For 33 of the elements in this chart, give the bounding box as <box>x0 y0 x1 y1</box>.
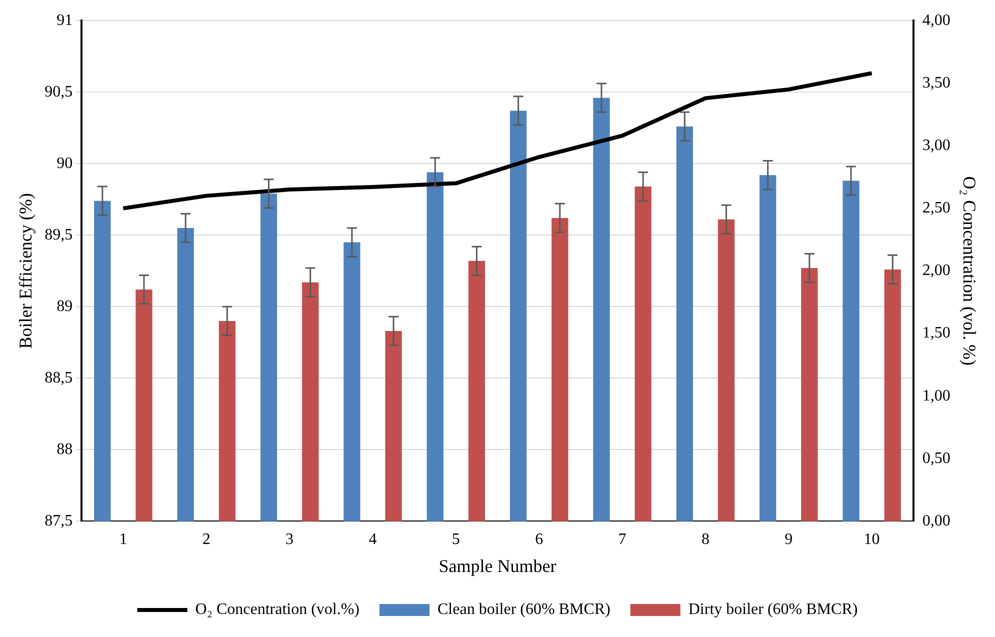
x-tick-label: 8 <box>701 531 710 548</box>
legend-label: Dirty boiler (60% BMCR) <box>688 601 858 618</box>
y2-tick-label: 3,00 <box>922 136 950 154</box>
x-tick-label: 9 <box>784 531 793 548</box>
y2-tick-label: 2,50 <box>922 200 950 217</box>
x-tick-label: 4 <box>368 531 377 548</box>
y-axis-title: Boiler Efficiency (%) <box>16 193 36 349</box>
x-tick-label: 3 <box>286 531 294 548</box>
y-tick-label: 90,5 <box>44 83 73 100</box>
y-tick-label: 87,5 <box>44 512 73 530</box>
x-tick-label: 10 <box>864 531 880 548</box>
x-axis-title: Sample Number <box>438 556 556 576</box>
x-tick-label: 6 <box>535 531 544 548</box>
y2-axis-title: O₂ Concentration (vol. %) <box>959 176 980 366</box>
y2-tick-label: 0,00 <box>922 512 950 530</box>
y-tick-label: 91 <box>56 12 73 29</box>
y2-tick-label: 1,00 <box>922 387 950 404</box>
y-tick-label: 89,5 <box>44 226 73 244</box>
x-tick-label: 5 <box>452 531 460 548</box>
y-tick-label: 88 <box>56 440 73 458</box>
y-tick-label: 89 <box>56 298 73 315</box>
y2-tick-label: 2,00 <box>922 262 950 280</box>
legend-label: Clean boiler (60% BMCR) <box>438 601 610 618</box>
x-tick-label: 7 <box>618 531 626 548</box>
y-tick-label: 90 <box>56 154 73 172</box>
y2-tick-label: 3,50 <box>922 74 950 92</box>
y2-tick-label: 0,50 <box>922 450 950 467</box>
x-tick-label: 2 <box>202 531 210 548</box>
y-tick-label: 88,5 <box>44 369 73 386</box>
y2-tick-label: 1,50 <box>922 324 950 342</box>
y2-tick-label: 4,00 <box>922 12 950 29</box>
x-tick-label: 1 <box>119 531 128 548</box>
legend-label: O₂ Concentration (vol.%) <box>195 601 360 618</box>
